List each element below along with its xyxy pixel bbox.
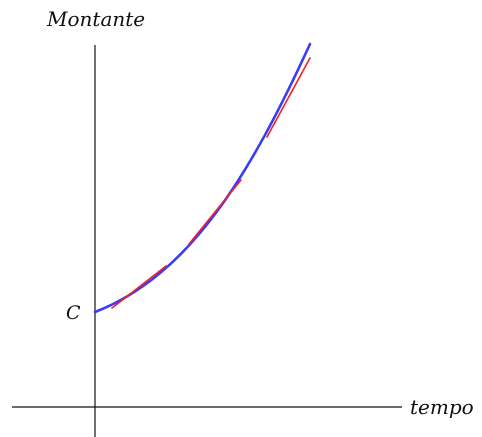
- intercept-label: C: [66, 302, 81, 324]
- tangent-segment-3: [266, 57, 311, 138]
- tangent-segments: [111, 57, 311, 309]
- tangent-segment-2: [188, 179, 242, 245]
- x-axis-label: tempo: [410, 395, 474, 419]
- y-axis-label: Montante: [46, 7, 145, 31]
- tangent-segment-1: [111, 265, 167, 309]
- exponential-curve: [93, 42, 312, 314]
